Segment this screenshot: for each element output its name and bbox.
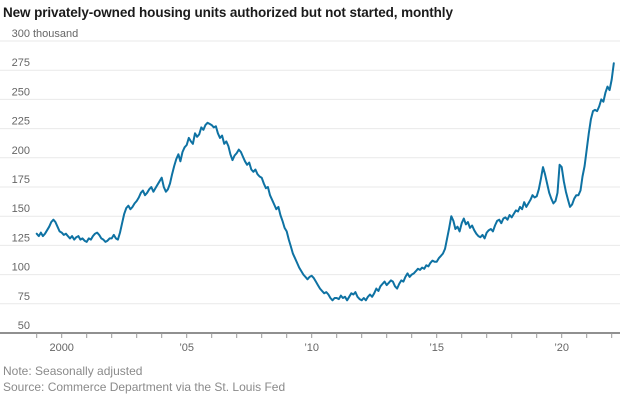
- x-axis-label: ’15: [429, 342, 444, 354]
- chart-source: Source: Commerce Department via the St. …: [3, 380, 286, 394]
- y-axis-unit-label: thousand: [33, 28, 78, 40]
- y-axis-label: 125: [12, 232, 30, 244]
- y-axis-label-max: 300: [12, 28, 30, 40]
- y-axis-label: 175: [12, 174, 30, 186]
- x-axis-label: ’10: [304, 342, 319, 354]
- y-axis-label: 75: [18, 291, 30, 303]
- y-axis-label: 150: [12, 203, 30, 215]
- x-axis-label: ’05: [179, 342, 194, 354]
- y-axis-label: 200: [12, 145, 30, 157]
- y-axis-label: 250: [12, 86, 30, 98]
- y-axis-label: 100: [12, 262, 30, 274]
- y-axis-label: 50: [18, 320, 30, 332]
- chart-title: New privately-owned housing units author…: [3, 5, 453, 20]
- y-axis-label: 225: [12, 116, 30, 128]
- x-axis-label: 2000: [49, 342, 73, 354]
- y-axis-label: 275: [12, 57, 30, 69]
- chart-note: Note: Seasonally adjusted: [3, 364, 143, 378]
- housing-units-line: [35, 62, 615, 302]
- x-axis-label: ’20: [554, 342, 569, 354]
